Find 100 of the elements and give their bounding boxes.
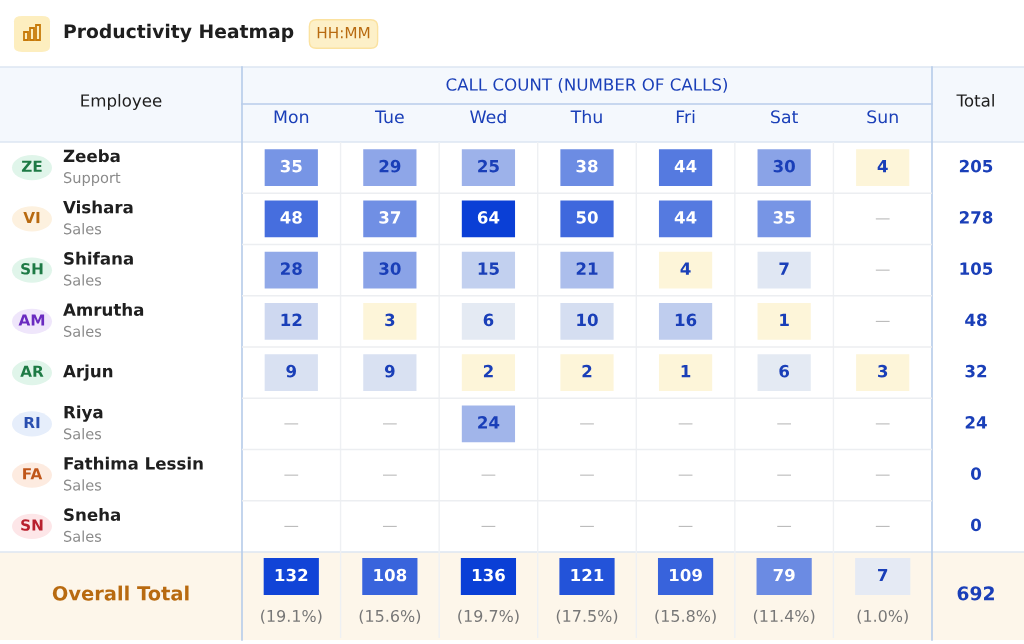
text: RI (24, 416, 40, 429)
data-label: 38 (576, 159, 598, 173)
annotation: (19.7%) (458, 609, 519, 624)
data-label: 108 (374, 568, 407, 582)
data-label: 2 (582, 364, 592, 378)
data-label: 21 (576, 262, 598, 275)
text: — (875, 269, 890, 271)
data-label: 6 (779, 364, 790, 378)
data-label: 9 (286, 364, 297, 378)
text: — (481, 474, 496, 476)
text: — (875, 320, 890, 322)
data-label: 10 (577, 313, 598, 327)
annotation: (11.4%) (753, 609, 815, 624)
text: — (777, 423, 792, 425)
text: — (284, 423, 299, 425)
text: — (777, 525, 792, 527)
data-label: 4 (680, 262, 691, 275)
y-tick-label: Arjun (63, 364, 113, 381)
y-tick-label: Shifana Sales (63, 251, 133, 286)
x-axis-title: CALL COUNT (NUMBER OF CALLS) (446, 77, 728, 93)
text: FA (23, 468, 43, 480)
text: — (678, 474, 693, 476)
data-label: 7 (779, 262, 789, 275)
data-label: 15 (478, 262, 499, 275)
text: — (382, 423, 397, 425)
text: AR (20, 365, 44, 377)
x-tick-label: Wed (470, 109, 506, 124)
data-label: 44 (674, 160, 697, 173)
text: ZE (21, 160, 42, 172)
annotation: (15.8%) (655, 609, 716, 624)
data-label: 29 (379, 159, 401, 173)
data-label: 1 (681, 365, 691, 378)
y2-axis-title: Total (956, 93, 994, 107)
y-tick-label: Zeeba Support (63, 149, 121, 186)
x-tick-label: Thu (570, 109, 602, 124)
text: — (580, 525, 594, 527)
text: — (678, 423, 693, 425)
text: — (481, 525, 496, 527)
y-tick-label: Sneha Sales (63, 508, 120, 542)
x-tick-label: Tue (374, 110, 404, 124)
data-label: 9 (384, 364, 395, 378)
data-label: 37 (379, 211, 401, 224)
text: — (875, 474, 890, 476)
text: — (284, 474, 299, 476)
text: — (580, 474, 594, 476)
data-label: 3 (385, 313, 395, 327)
data-label: 28 (281, 262, 302, 275)
y2-tick-label: 0 (971, 518, 981, 532)
text: — (382, 525, 397, 527)
y-tick-label: Riya Sales (63, 405, 103, 440)
y-tick-label: Overall Total (52, 585, 189, 601)
text: — (284, 525, 299, 527)
annotation: (19.1%) (261, 609, 322, 624)
data-label: 35 (773, 211, 795, 224)
data-label: 4 (877, 160, 888, 173)
data-label: 25 (478, 159, 499, 173)
data-label: 109 (670, 568, 702, 582)
x-tick-label: Mon (274, 110, 309, 124)
data-label: 30 (773, 159, 795, 173)
annotation: (17.5%) (556, 609, 618, 624)
data-label: 2 (483, 364, 493, 378)
y2-tick-label: 32 (965, 364, 987, 378)
annotation: (1.0%) (857, 609, 908, 624)
text: — (580, 423, 594, 425)
text: SH (21, 263, 43, 275)
text: AM (18, 314, 45, 326)
x-tick-label: Sat (771, 110, 798, 124)
text: — (875, 423, 890, 425)
y2-tick-label: 0 (971, 467, 981, 480)
data-label: 48 (280, 211, 302, 224)
x-tick-label: Sun (867, 110, 898, 124)
data-label: 35 (280, 159, 302, 173)
text: — (678, 525, 693, 527)
y2-tick-label: 48 (965, 313, 987, 327)
y-axis-title: Employee (81, 93, 162, 111)
text: — (777, 474, 792, 476)
data-label: 16 (675, 313, 697, 327)
y2-tick-label: 205 (959, 159, 993, 173)
chart-subtitle: HH:MM (317, 27, 370, 39)
x-tick-label: Fri (676, 109, 695, 124)
text: — (875, 525, 890, 527)
data-label: 6 (483, 313, 494, 327)
data-label: 44 (674, 211, 697, 224)
y-tick-label: Fathima Lessin Sales (63, 456, 203, 491)
text: VI (23, 211, 40, 224)
data-label: 24 (478, 416, 500, 429)
data-label: 30 (379, 262, 401, 275)
text: — (875, 218, 890, 220)
data-label: 7 (878, 568, 888, 582)
y2-tick-label: 692 (957, 586, 994, 601)
y2-tick-label: 105 (960, 262, 993, 275)
data-label: 1 (780, 313, 789, 326)
data-label: 50 (576, 211, 598, 224)
annotation: (15.6%) (359, 609, 421, 624)
chart-title: Productivity Heatmap (64, 23, 294, 43)
data-label: 132 (275, 568, 308, 582)
text: — (382, 474, 397, 476)
data-label: 121 (571, 568, 604, 582)
data-label: 3 (878, 364, 888, 378)
y-tick-label: Amrutha Sales (63, 303, 144, 337)
